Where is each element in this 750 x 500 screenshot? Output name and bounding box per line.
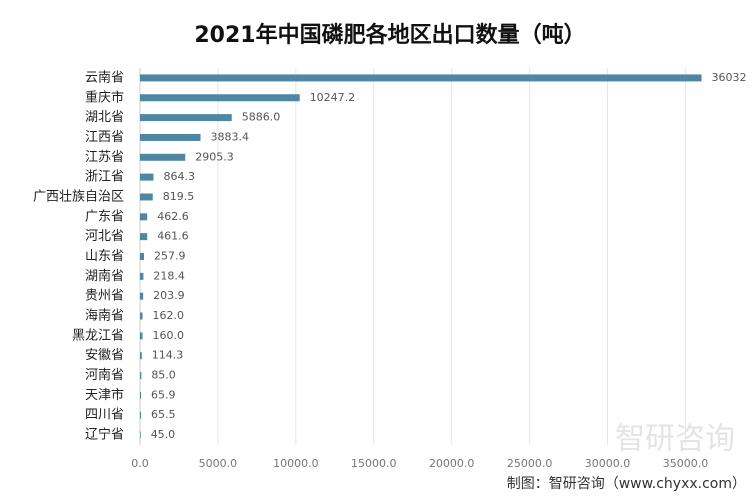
- y-tick-label: 河北省: [85, 229, 124, 244]
- y-tick-label: 云南省: [85, 69, 124, 85]
- y-tick-label: 辽宁省: [85, 427, 124, 443]
- y-tick-label: 四川省: [85, 408, 124, 423]
- y-tick-label: 天津市: [85, 387, 124, 403]
- value-label: 218.4: [153, 269, 185, 282]
- value-label: 864.3: [163, 170, 195, 183]
- y-tick-label: 湖北省: [85, 110, 124, 125]
- chart-title: 2021年中国磷肥各地区出口数量（吨）: [194, 22, 585, 48]
- y-tick-label: 浙江省: [85, 170, 124, 185]
- value-label: 257.9: [154, 250, 186, 263]
- y-tick-label: 重庆市: [85, 89, 124, 105]
- value-label: 819.5: [163, 190, 195, 203]
- bar: [140, 431, 141, 439]
- x-tick-label: 10000.0: [273, 457, 319, 470]
- bar: [140, 332, 143, 340]
- bar: [140, 372, 142, 380]
- source: 制图：智研咨询（www.chyxx.com）: [507, 476, 746, 492]
- bar: [140, 74, 702, 82]
- value-label: 10247.2: [310, 91, 356, 104]
- bar: [140, 292, 144, 300]
- value-label: 461.6: [157, 230, 189, 243]
- bar: [140, 173, 154, 181]
- value-label: 462.6: [157, 210, 189, 223]
- bar: [140, 391, 142, 399]
- bar: [140, 233, 148, 241]
- bar: [140, 213, 148, 221]
- y-tick-label: 山东省: [85, 249, 124, 264]
- bar: [140, 94, 300, 102]
- y-tick-label: 贵州省: [85, 289, 124, 304]
- y-tick-label: 安徽省: [85, 348, 124, 363]
- y-tick-label: 河南省: [85, 367, 124, 383]
- y-tick-label: 江西省: [85, 130, 124, 145]
- x-tick-label: 30000.0: [585, 457, 631, 470]
- x-tick-label: 0.0: [131, 457, 149, 470]
- y-tick-label: 广东省: [85, 209, 124, 224]
- bar: [140, 114, 232, 122]
- y-tick-label: 广西壮族自治区: [33, 188, 124, 204]
- value-label: 85.0: [151, 369, 176, 382]
- bar: [140, 153, 186, 161]
- value-label: 5886.0: [242, 111, 280, 124]
- bar: [140, 411, 142, 419]
- bar: [140, 352, 142, 360]
- value-label: 160.0: [152, 329, 184, 342]
- x-tick-label: 15000.0: [351, 457, 397, 470]
- y-tick-label: 海南省: [85, 308, 124, 324]
- bar: [140, 312, 143, 320]
- value-label: 65.9: [151, 388, 176, 401]
- x-tick-label: 20000.0: [429, 457, 475, 470]
- x-tick-label: 5000.0: [199, 457, 238, 470]
- value-label: 36032: [712, 71, 747, 84]
- y-tick-label: 江苏省: [85, 149, 124, 165]
- y-tick-label: 湖南省: [85, 268, 124, 284]
- watermark: 智研咨询: [615, 422, 735, 457]
- y-tick-label: 黑龙江省: [72, 328, 124, 343]
- value-label: 65.5: [151, 408, 176, 421]
- bar: [140, 193, 153, 201]
- value-label: 162.0: [153, 309, 185, 322]
- value-label: 3883.4: [211, 130, 250, 143]
- bar: [140, 253, 145, 260]
- x-tick-label: 25000.0: [507, 457, 553, 470]
- value-label: 203.9: [153, 289, 185, 302]
- bar: [140, 272, 144, 280]
- bar: [140, 133, 201, 141]
- value-label: 2905.3: [195, 150, 234, 163]
- value-label: 114.3: [152, 349, 184, 362]
- value-label: 45.0: [151, 428, 176, 441]
- x-tick-label: 35000.0: [663, 457, 709, 470]
